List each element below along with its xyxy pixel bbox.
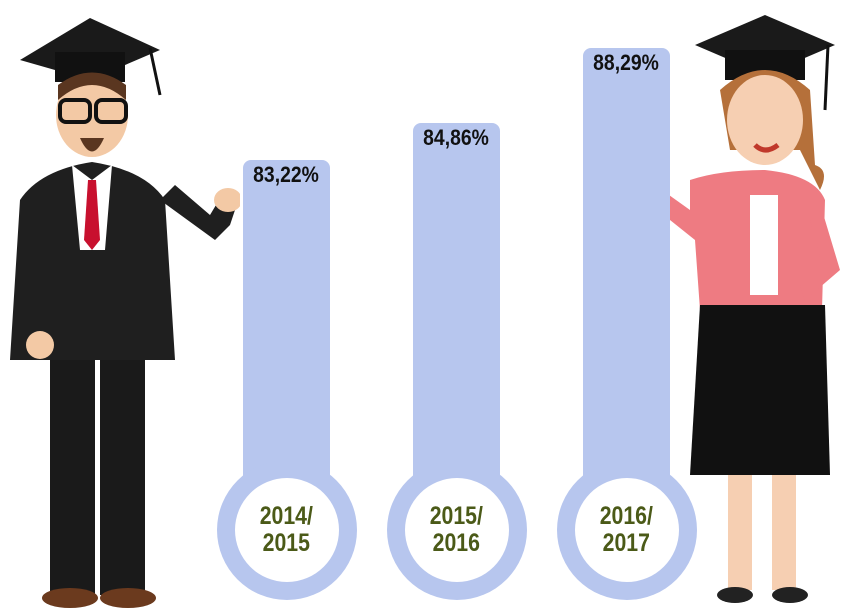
bar-base-circle: 2014/ 2015 <box>216 460 357 600</box>
category-label: 2014/ 2015 <box>259 502 314 557</box>
bar <box>583 48 670 480</box>
category-label: 2015/ 2016 <box>429 502 484 557</box>
bar-base-circle: 2016/ 2017 <box>556 460 697 600</box>
man-illustration <box>10 18 240 608</box>
value-label: 83,22% <box>253 161 319 187</box>
bar <box>243 159 330 480</box>
category-label: 2016/ 2017 <box>599 502 654 557</box>
category-badge: 2015/ 2016 <box>404 478 509 582</box>
bar <box>413 123 500 480</box>
value-label: 84,86% <box>423 125 489 151</box>
category-badge: 2016/ 2017 <box>574 478 679 582</box>
bar-base-circle: 2015/ 2016 <box>386 460 527 600</box>
category-badge: 2014/ 2015 <box>234 478 339 582</box>
value-label: 88,29% <box>593 50 659 75</box>
